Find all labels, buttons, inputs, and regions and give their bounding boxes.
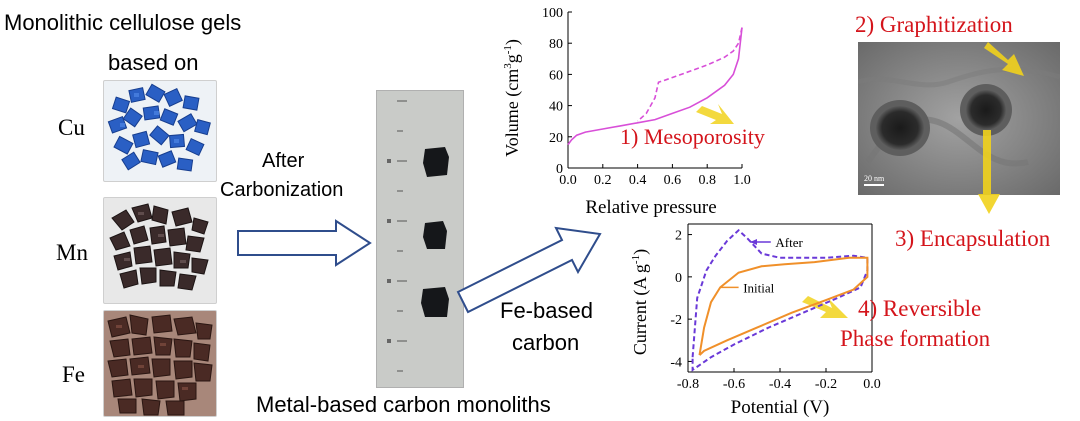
cv-y-label: Current (A g-1) [630, 249, 651, 355]
cv-x-tick-label: -0.6 [723, 377, 745, 392]
step-reversible-line1: 4) Reversible [858, 296, 982, 321]
arrow2-label-line1: Fe-based [500, 298, 593, 323]
step-reversible-line2: Phase formation [840, 326, 991, 351]
cv-initial-curve [698, 256, 869, 356]
cu-gel-photo [103, 80, 217, 182]
left-panel-title-line1: Monolithic cellulose gels [4, 10, 242, 35]
tem-image: 20 nm [858, 42, 1060, 195]
cv-y-tick-label: 0 [675, 271, 682, 286]
isotherm-x-tick-label: 0.0 [559, 173, 577, 188]
isotherm-x-label: Relative pressure [585, 197, 716, 218]
cv-x-tick-label: 0.0 [863, 377, 881, 392]
cv-after-curve [691, 228, 869, 372]
cv-initial-label: Initial [743, 280, 774, 295]
encapsulation-arrow-head [978, 194, 1000, 214]
isotherm-chart: 0 20 40 60 80 100 0.0 0.2 0.4 0.6 0.8 1.0 Relative … [502, 6, 751, 218]
cv-y-tick-label: -4 [670, 355, 682, 370]
isotherm-solid-curve [567, 27, 743, 146]
isotherm-y-tick-label: 60 [549, 68, 563, 83]
cv-y-tick-label: -2 [670, 313, 682, 328]
arrow2-label-line2: carbon [512, 330, 580, 355]
cv-x-tick-label: -0.8 [677, 377, 699, 392]
isotherm-dashed-curve [637, 27, 743, 122]
isotherm-x-tick-label: 0.4 [629, 173, 647, 188]
cv-y-tick-label: 2 [675, 229, 682, 244]
metal-label-mn: Mn [56, 240, 88, 265]
cv-after-label: After [775, 235, 803, 250]
fe-carbon-arrow [456, 226, 602, 314]
arrow1-label-line1: After [262, 150, 305, 172]
left-panel-title-line2: based on [108, 50, 199, 75]
metal-label-cu: Cu [58, 115, 85, 140]
isotherm-y-tick-label: 80 [549, 37, 563, 52]
fe-gel-photo [103, 310, 217, 417]
mn-gel-photo [103, 197, 217, 304]
carbon-monoliths-photo [376, 90, 464, 388]
tem-scale-label: 20 nm [864, 174, 885, 183]
isotherm-x-tick-label: 1.0 [733, 173, 751, 188]
carbonization-arrow [237, 219, 372, 267]
isotherm-y-tick-label: 0 [556, 162, 563, 177]
isotherm-y-tick-label: 20 [549, 131, 563, 146]
step-graphitization: 2) Graphitization [855, 12, 1013, 37]
isotherm-x-tick-label: 0.6 [664, 173, 682, 188]
cv-chart: -4 -2 0 2 -0.8 -0.6 -0.4 -0.2 0.0 After Initial P… [630, 223, 881, 418]
arrow1-label-line2: Carbonization [220, 179, 344, 201]
cv-after-pointer-head [750, 238, 757, 245]
isotherm-y-label: Volume (cm3g-1) [502, 39, 523, 157]
mesoporosity-highlight-arrow [696, 104, 734, 124]
isotherm-x-tick-label: 0.8 [698, 173, 716, 188]
graphitization-arrow [984, 42, 1024, 76]
reversible-highlight-arrow [802, 296, 848, 318]
isotherm-y-tick-label: 100 [542, 6, 563, 21]
encapsulation-arrow-shaft [983, 130, 991, 194]
cv-x-tick-label: -0.2 [815, 377, 837, 392]
monolith-caption: Metal-based carbon monoliths [256, 392, 551, 417]
metal-label-fe: Fe [62, 362, 85, 387]
cv-x-label: Potential (V) [731, 397, 830, 418]
step-encapsulation: 3) Encapsulation [895, 226, 1051, 251]
isotherm-y-tick-label: 40 [549, 100, 563, 115]
isotherm-x-tick-label: 0.2 [594, 173, 612, 188]
cv-x-tick-label: -0.4 [769, 377, 791, 392]
step-mesoporosity: 1) Mesoporosity [620, 124, 765, 149]
